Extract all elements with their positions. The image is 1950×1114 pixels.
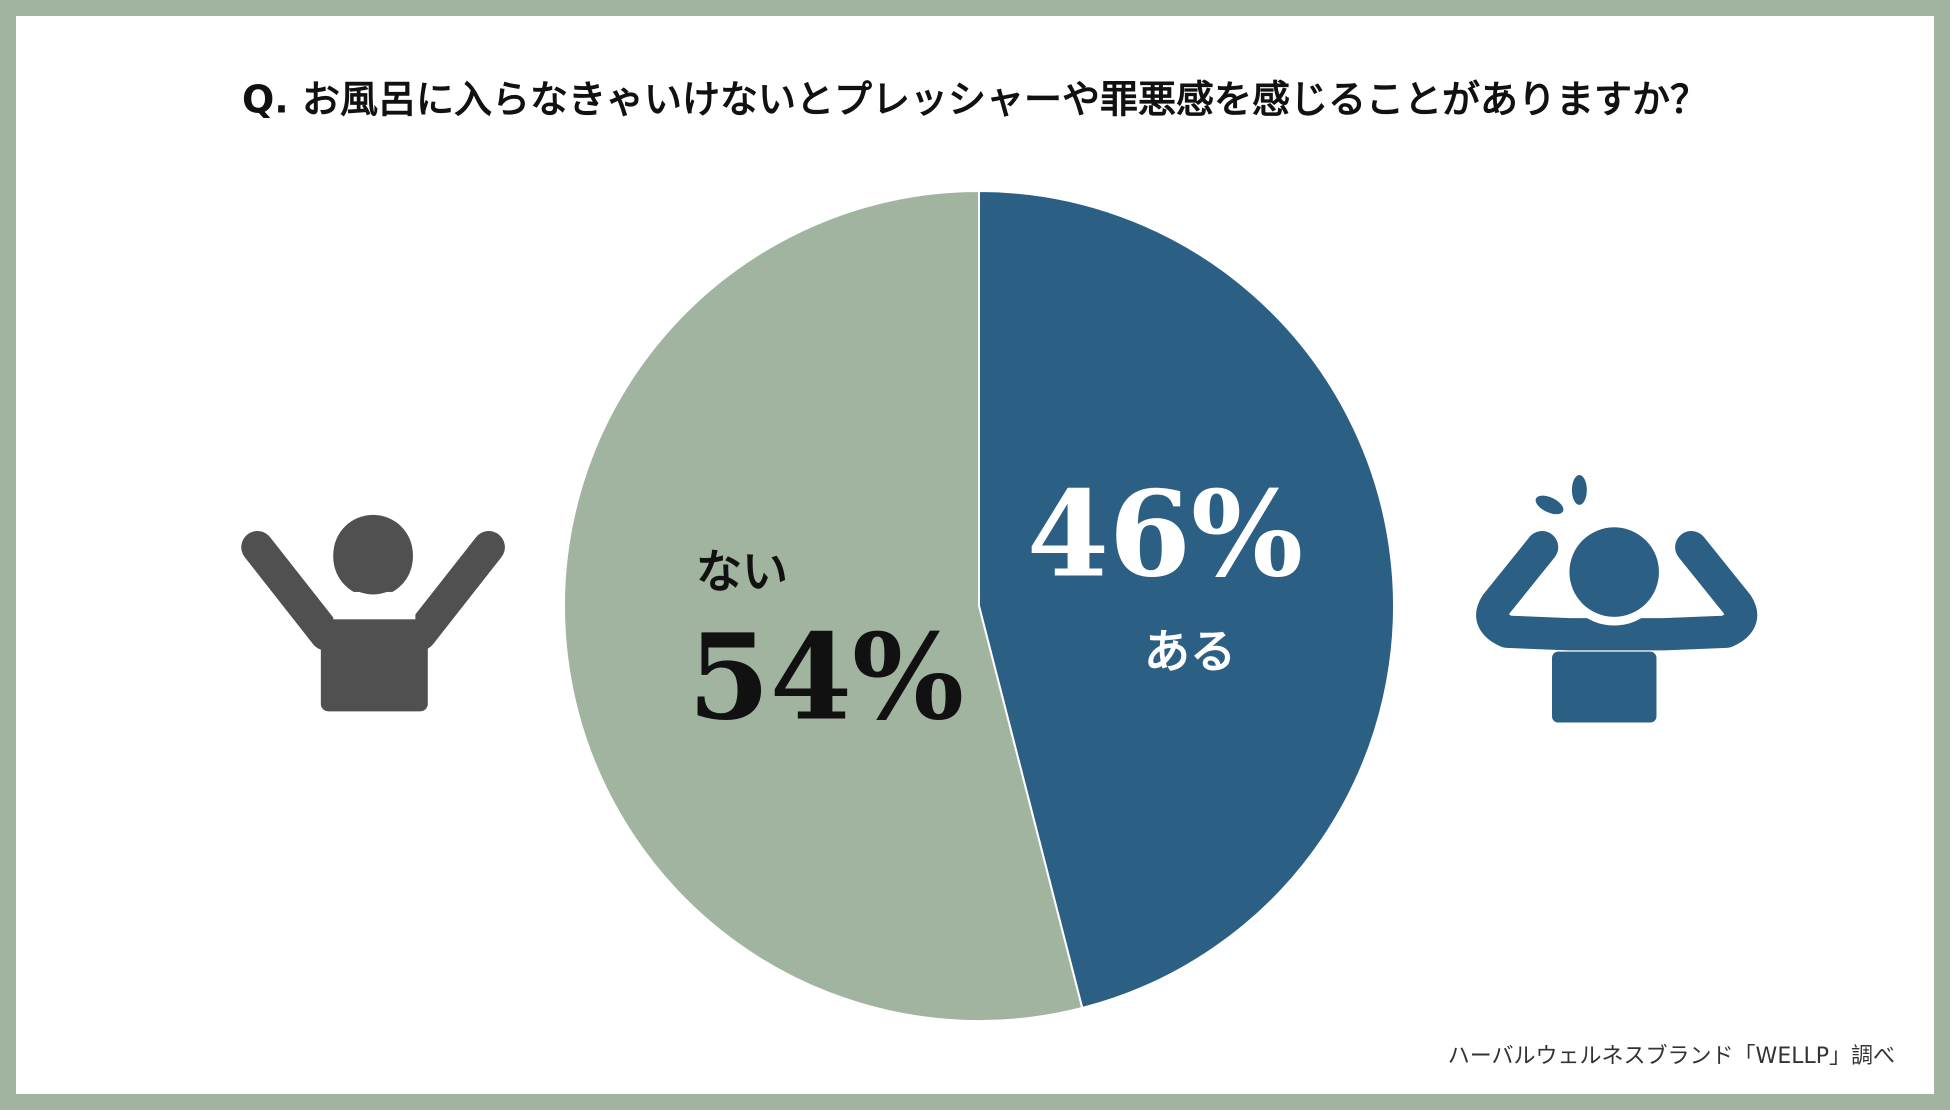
icon-happy xyxy=(241,514,505,712)
source-note: ハーバルウェルネスブランド「WELLP」調べ xyxy=(1448,1044,1895,1069)
icon-neck-gap xyxy=(333,591,416,620)
icon-head xyxy=(1569,527,1659,617)
slice-value-label: 46% xyxy=(1027,465,1303,604)
icon-arms xyxy=(241,531,505,651)
icon-sweat xyxy=(1535,495,1564,515)
icon-body xyxy=(320,618,428,712)
icon-head xyxy=(333,514,413,595)
pie-slice xyxy=(978,189,1395,1010)
icon-stressed xyxy=(1476,475,1758,723)
pie xyxy=(563,189,1395,1022)
pie-slice xyxy=(563,189,1084,1022)
icon-sweat xyxy=(1571,475,1587,505)
slice-value-label: 54% xyxy=(688,608,964,747)
icon-arms xyxy=(1476,531,1758,651)
slice-category-label: ある xyxy=(1144,625,1236,679)
chart-title: Q. お風呂に入らなきゃいけないとプレッシャーや罪悪感を感じることがありますか？ xyxy=(242,78,1708,122)
icon-body xyxy=(1552,651,1657,723)
slice-category-label: ない xyxy=(696,545,788,599)
